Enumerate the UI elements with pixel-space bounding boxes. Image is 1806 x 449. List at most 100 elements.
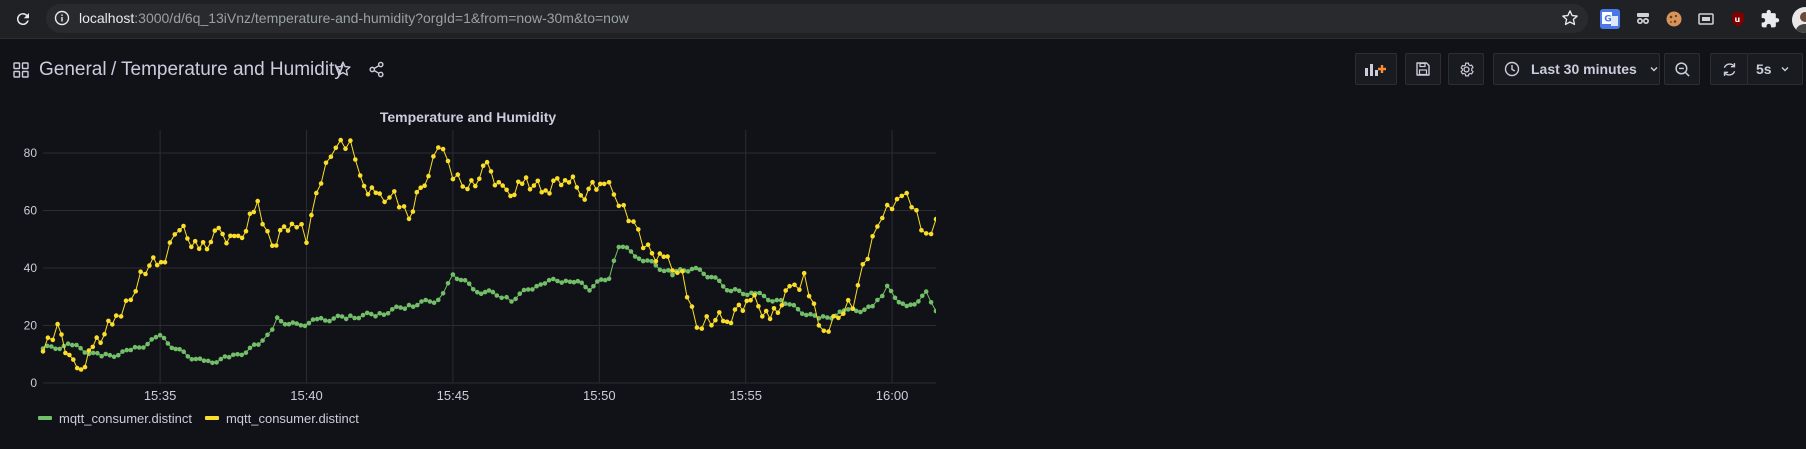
series-point: [499, 295, 505, 301]
series-point: [761, 293, 767, 299]
series-point: [816, 323, 822, 328]
series-point: [799, 311, 805, 316]
series-point: [704, 314, 709, 319]
save-dashboard-button[interactable]: [1405, 53, 1441, 85]
series-point: [339, 314, 345, 319]
series-point: [401, 204, 407, 209]
series-point: [86, 348, 92, 353]
series-point: [535, 178, 541, 184]
series-point: [484, 159, 490, 165]
series-point: [697, 267, 703, 272]
series-point: [304, 240, 309, 245]
series-point: [65, 341, 71, 346]
series-point: [278, 318, 284, 324]
series-point: [161, 335, 167, 341]
series-point: [387, 195, 392, 200]
extensions-puzzle-icon[interactable]: [1760, 9, 1780, 29]
series-point: [509, 299, 514, 304]
series-point: [323, 160, 329, 166]
legend-label-humidity: mqtt_consumer.distinct: [59, 410, 192, 426]
refresh-dashboard-button[interactable]: [1710, 53, 1748, 85]
series-point: [766, 297, 771, 303]
series-point: [900, 301, 906, 306]
series-point: [365, 192, 371, 197]
series-point: [595, 279, 600, 284]
series-point: [845, 297, 851, 303]
series-point: [440, 146, 446, 152]
series-point: [875, 224, 880, 229]
series-point: [431, 154, 436, 159]
spy-extension-icon[interactable]: [1633, 9, 1653, 29]
cookie-extension-icon[interactable]: [1664, 9, 1684, 29]
refresh-interval-picker[interactable]: 5s: [1747, 53, 1803, 85]
share-icon[interactable]: [368, 61, 385, 78]
url-text[interactable]: localhost:3000/d/6q_13iVnz/temperature-a…: [79, 4, 629, 33]
series-point: [888, 288, 894, 294]
series-point: [566, 180, 572, 185]
series-point: [831, 314, 836, 319]
series-point: [916, 299, 921, 304]
series-point: [205, 358, 211, 364]
series-point: [63, 350, 68, 356]
site-info-icon[interactable]: [54, 10, 70, 26]
series-point: [571, 279, 577, 285]
boxed-extension-icon[interactable]: [1696, 9, 1716, 29]
dashboard-title[interactable]: Temperature and Humidity: [121, 59, 344, 80]
series-point: [767, 316, 773, 322]
series-point: [713, 317, 718, 323]
series-point: [919, 228, 924, 233]
series-point: [285, 228, 291, 233]
translate-extension-icon[interactable]: G: [1600, 9, 1620, 29]
series-point: [583, 284, 588, 290]
series-point: [414, 189, 420, 195]
zoom-out-button[interactable]: [1664, 53, 1700, 85]
series-point: [333, 145, 339, 151]
reload-icon[interactable]: [12, 8, 34, 30]
apps-grid-icon[interactable]: [13, 62, 29, 78]
series-point: [645, 258, 650, 263]
series-point: [298, 323, 304, 328]
legend-item-temperature[interactable]: mqtt_consumer.distinct: [204, 411, 359, 426]
legend-item-humidity[interactable]: mqtt_consumer.distinct: [38, 411, 192, 426]
mark-favorite-star-icon[interactable]: [334, 60, 352, 78]
ublock-extension-icon[interactable]: u: [1728, 9, 1748, 29]
series-point: [70, 342, 75, 348]
series-point: [675, 270, 680, 276]
series-point: [274, 243, 279, 248]
series-point: [343, 146, 348, 151]
panel-title[interactable]: Temperature and Humidity: [379, 109, 557, 125]
series-point: [394, 304, 399, 310]
bookmark-star-icon[interactable]: [1560, 8, 1580, 28]
series-point: [854, 308, 859, 314]
series-point: [616, 244, 622, 250]
dashboard-settings-button[interactable]: [1448, 53, 1484, 85]
svg-text:G: G: [1604, 15, 1611, 25]
series-point: [841, 311, 846, 316]
series-point: [385, 311, 391, 316]
series-point: [410, 304, 416, 309]
series-point: [912, 302, 917, 307]
series-point: [558, 182, 564, 188]
series-point: [826, 329, 831, 334]
series-point: [928, 231, 934, 237]
add-panel-button[interactable]: [1355, 53, 1397, 85]
series-point: [508, 193, 513, 199]
series-point: [689, 304, 695, 309]
series-point: [235, 352, 240, 357]
time-range-picker[interactable]: Last 30 minutes: [1493, 53, 1660, 85]
series-point: [462, 278, 468, 283]
series-point: [270, 243, 275, 248]
breadcrumb-folder[interactable]: General: [39, 59, 107, 80]
series-point: [377, 191, 383, 196]
series-point: [477, 176, 482, 182]
series-point: [661, 254, 666, 259]
series-point: [825, 315, 830, 320]
series-point: [149, 337, 154, 342]
series-point: [728, 288, 734, 294]
profile-avatar[interactable]: [1792, 7, 1806, 33]
address-bar[interactable]: localhost:3000/d/6q_13iVnz/temperature-a…: [46, 4, 1588, 33]
series-point: [270, 327, 275, 332]
series-point: [732, 307, 738, 312]
series-point: [71, 357, 76, 362]
series-point: [335, 313, 341, 319]
